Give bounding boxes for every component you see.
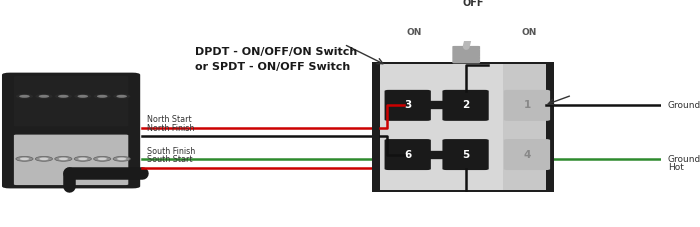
Text: Hot: Hot <box>668 163 684 172</box>
Circle shape <box>78 95 88 98</box>
FancyBboxPatch shape <box>452 59 480 63</box>
Text: North Start: North Start <box>148 115 192 124</box>
FancyBboxPatch shape <box>3 85 21 176</box>
Circle shape <box>97 95 108 98</box>
FancyBboxPatch shape <box>372 62 554 192</box>
Circle shape <box>94 156 111 161</box>
Circle shape <box>74 94 92 99</box>
Text: DPDT - ON/OFF/ON Switch
or SPDT - ON/OFF Switch: DPDT - ON/OFF/ON Switch or SPDT - ON/OFF… <box>195 47 357 72</box>
Text: 4: 4 <box>524 150 531 160</box>
FancyBboxPatch shape <box>380 64 545 190</box>
Text: ON: ON <box>407 28 422 37</box>
Circle shape <box>16 94 33 99</box>
Circle shape <box>97 158 107 160</box>
FancyBboxPatch shape <box>504 90 550 121</box>
Circle shape <box>117 158 126 160</box>
Circle shape <box>94 94 111 99</box>
FancyBboxPatch shape <box>384 90 431 121</box>
Circle shape <box>116 95 127 98</box>
Circle shape <box>461 14 485 20</box>
Circle shape <box>20 158 29 160</box>
Text: 2: 2 <box>462 100 469 110</box>
Circle shape <box>113 156 130 161</box>
Text: 3: 3 <box>404 100 412 110</box>
FancyBboxPatch shape <box>452 56 480 60</box>
Circle shape <box>19 95 30 98</box>
Circle shape <box>39 158 48 160</box>
Text: North Finish: North Finish <box>148 124 195 133</box>
Circle shape <box>55 94 72 99</box>
Text: South Start: South Start <box>148 155 193 164</box>
FancyBboxPatch shape <box>452 53 480 57</box>
Circle shape <box>58 95 69 98</box>
FancyBboxPatch shape <box>14 135 128 185</box>
Circle shape <box>78 158 88 160</box>
FancyBboxPatch shape <box>2 73 140 188</box>
FancyBboxPatch shape <box>442 139 489 170</box>
Circle shape <box>113 94 130 99</box>
Text: South Finish: South Finish <box>148 147 196 156</box>
Circle shape <box>35 94 52 99</box>
Circle shape <box>74 156 92 161</box>
FancyBboxPatch shape <box>452 49 480 53</box>
FancyBboxPatch shape <box>503 64 545 190</box>
Text: Ground: Ground <box>668 101 700 110</box>
Text: Ground: Ground <box>668 155 700 164</box>
FancyBboxPatch shape <box>504 139 550 170</box>
Text: 5: 5 <box>462 150 469 160</box>
Text: 6: 6 <box>404 150 412 160</box>
Circle shape <box>38 95 49 98</box>
Circle shape <box>35 156 52 161</box>
FancyBboxPatch shape <box>384 139 431 170</box>
Circle shape <box>59 158 68 160</box>
FancyBboxPatch shape <box>442 90 489 121</box>
FancyBboxPatch shape <box>452 46 480 50</box>
FancyBboxPatch shape <box>14 76 128 126</box>
Text: OFF: OFF <box>462 0 484 8</box>
Text: ON: ON <box>522 28 537 37</box>
Circle shape <box>16 156 33 161</box>
Text: 1: 1 <box>524 100 531 110</box>
Circle shape <box>55 156 72 161</box>
